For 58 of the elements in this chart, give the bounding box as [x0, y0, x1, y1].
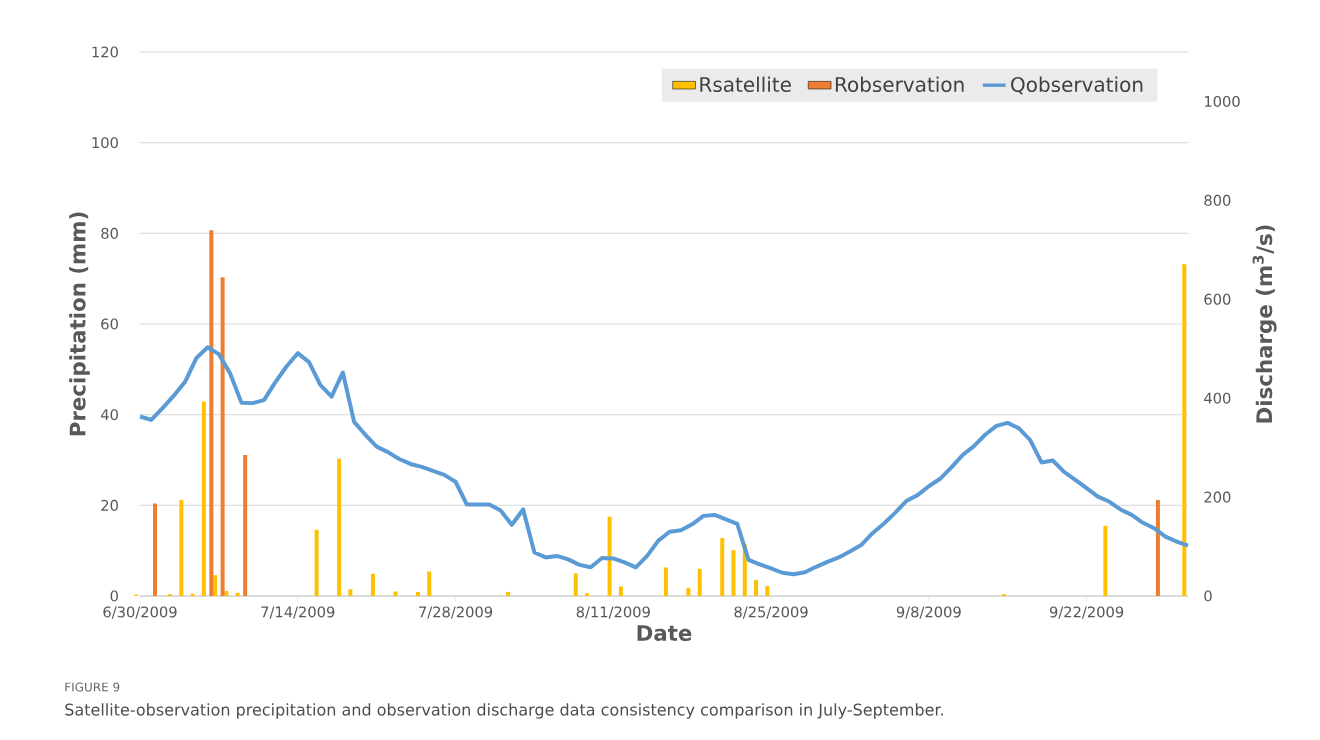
bar: [686, 587, 691, 596]
y2-tick-label: 1000: [1204, 95, 1240, 107]
bar: [754, 580, 759, 596]
bar: [213, 575, 218, 596]
bar: [1182, 264, 1187, 596]
bar: [220, 277, 225, 596]
x-tick-label: 7/14/2009: [261, 606, 335, 619]
y-tick-label: 100: [92, 137, 118, 149]
y2-tick-label: 200: [1204, 491, 1231, 503]
y2-tick-label: 400: [1204, 392, 1231, 404]
y-tick-label: 120: [92, 46, 118, 58]
legend-label: Qobservation: [1011, 76, 1143, 95]
x-tick-label: 9/8/2009: [896, 606, 961, 619]
bar: [179, 499, 184, 596]
bar: [585, 593, 590, 596]
bar: [607, 516, 612, 596]
x-tick-label: 8/25/2009: [734, 606, 808, 619]
x-tick-label: 6/30/2009: [103, 606, 177, 619]
bar: [765, 586, 770, 596]
bar: [731, 550, 736, 596]
bar: [314, 529, 319, 596]
y2-tick-label: 600: [1204, 293, 1231, 305]
bar: [201, 401, 206, 596]
y-tick-label: 40: [100, 409, 118, 421]
bar: [153, 503, 158, 596]
bar: [1103, 525, 1108, 596]
y-tick-label: 80: [101, 227, 118, 239]
x-tick-label: 7/28/2009: [419, 606, 493, 619]
y2-axis-title: Discharge (m$^{3}$/s): [1252, 225, 1277, 423]
bar: [618, 586, 623, 596]
bar: [663, 567, 668, 596]
y2-tick-label: 800: [1204, 194, 1231, 206]
bar: [415, 591, 420, 596]
bar: [348, 589, 353, 596]
bar: [370, 573, 375, 596]
bar: [573, 573, 578, 596]
legend-label: Robservation: [835, 76, 964, 93]
legend-label: Rsatellite: [700, 76, 791, 93]
y-tick-label: 20: [101, 499, 118, 511]
bar: [427, 571, 432, 596]
y-tick-label: 0: [110, 590, 118, 602]
y-tick-label: 60: [101, 318, 118, 330]
bar: [393, 591, 398, 596]
bar: [506, 591, 511, 596]
bar: [697, 568, 702, 596]
bar: [235, 592, 240, 596]
x-tick-label: 8/11/2009: [576, 606, 650, 619]
x-tick-label: 9/22/2009: [1049, 606, 1124, 619]
bar: [209, 230, 214, 596]
bar: [720, 537, 725, 596]
text: Satellite-observation precipitation and observation discharge data consistency comparison in July-September.: [65, 703, 943, 719]
bar: [243, 455, 248, 596]
bar: [337, 458, 342, 596]
caption: FIGURE 9: [65, 682, 120, 692]
bar: [1155, 499, 1160, 596]
x-axis-title: Date: [637, 625, 692, 641]
y-axis-title: Precipitation (mm): [69, 212, 90, 436]
y2-tick-label: 0: [1204, 590, 1212, 602]
